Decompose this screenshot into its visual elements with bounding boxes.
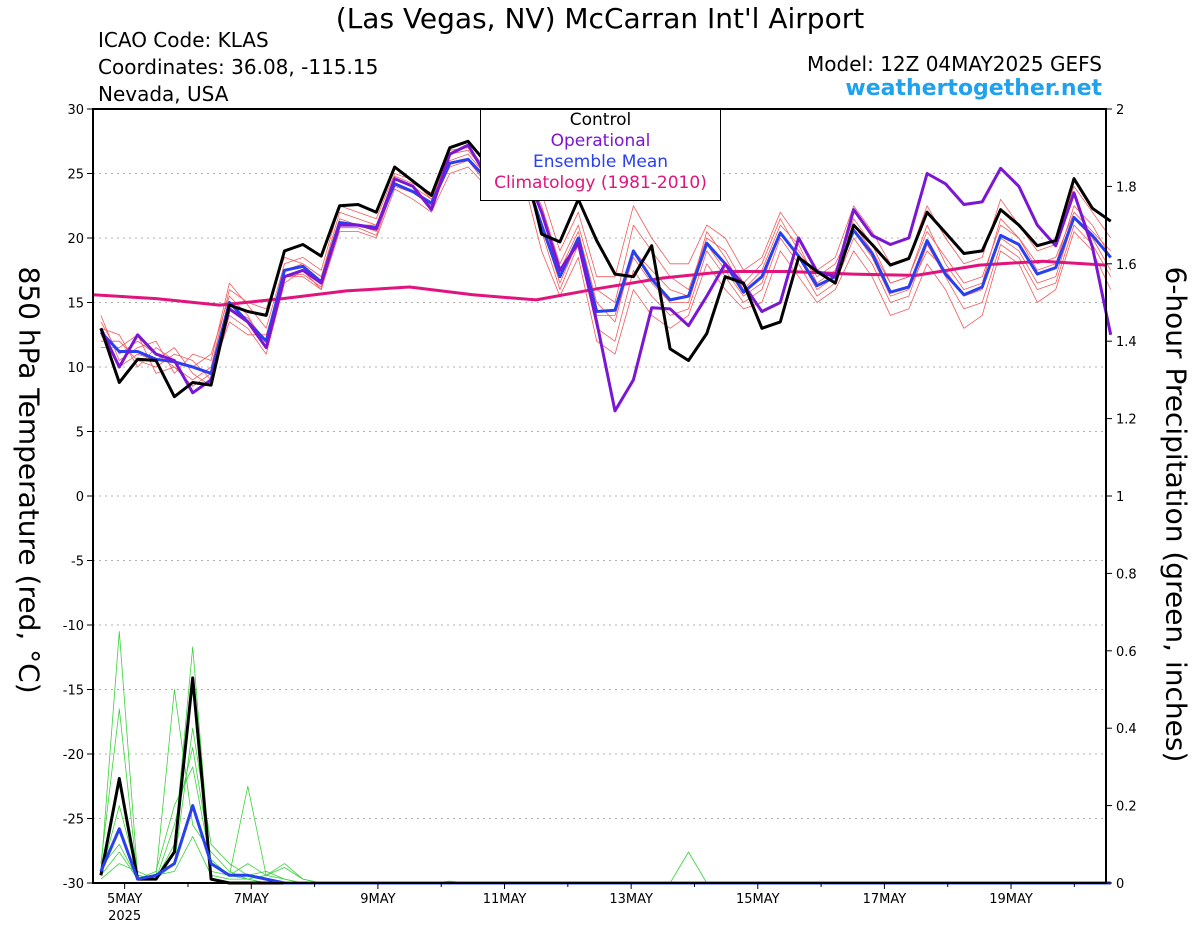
x-tick-label: 13MAY xyxy=(609,892,653,907)
y-left-tick-label: -10 xyxy=(63,619,84,634)
y-left-tick-label: 10 xyxy=(67,361,84,376)
y-axis-right-ticks: 2 1.8 1.6 1.4 1.2 1 0.8 0.6 0.4 0.2 0 xyxy=(1106,103,1137,892)
x-tick-label: 17MAY xyxy=(863,892,907,907)
y-left-tick-label: 20 xyxy=(67,232,84,247)
y-axis-left-ticks: 30 25 20 15 10 5 0 -5 -10 -15 -20 -25 -30 xyxy=(63,103,93,892)
legend-operational: Operational xyxy=(550,131,651,151)
y-right-tick-label: 0.4 xyxy=(1116,722,1137,737)
series-line-1 xyxy=(99,143,1113,413)
series-line-4 xyxy=(99,676,1111,885)
x-year-label: 2025 xyxy=(108,909,141,924)
precip-member-line xyxy=(100,689,1111,884)
y-left-tick-label: 15 xyxy=(67,297,84,312)
temp-member-line xyxy=(100,166,1112,381)
legend-control: Control xyxy=(569,110,632,130)
x-tick-label: 9MAY xyxy=(360,892,395,907)
region: Nevada, USA xyxy=(98,82,229,106)
main-series-lines xyxy=(92,139,1113,885)
x-axis-ticks: 5MAY 7MAY 9MAY 11MAY 13MAY 15MAY 17MAY 19MAY 202… xyxy=(107,883,1075,924)
y-right-tick-label: 0.8 xyxy=(1116,567,1137,582)
y-axis-right-label: 6-hour Precipitation (green, inches) xyxy=(1159,266,1193,763)
y-right-tick-label: 0.2 xyxy=(1116,800,1137,815)
y-left-tick-label: -5 xyxy=(71,555,84,570)
y-left-tick-label: 5 xyxy=(76,426,84,441)
grid-lines xyxy=(93,173,1106,819)
legend-ensemble-mean: Ensemble Mean xyxy=(532,152,669,172)
legend: Control Operational Ensemble Mean Climat… xyxy=(480,109,721,201)
legend-climatology: Climatology (1981-2010) xyxy=(494,173,707,193)
precip-member-line xyxy=(100,727,1111,884)
y-left-tick-label: 30 xyxy=(67,103,84,118)
y-right-tick-label: 0.6 xyxy=(1116,645,1137,660)
series-line-3 xyxy=(92,259,1107,307)
site-link[interactable]: weathertogether.net xyxy=(845,76,1102,101)
y-right-tick-label: 2 xyxy=(1116,103,1124,118)
x-tick-label: 19MAY xyxy=(989,892,1033,907)
coordinates: Coordinates: 36.08, -115.15 xyxy=(98,55,379,79)
y-right-tick-label: 1.4 xyxy=(1116,335,1137,350)
icao-code: ICAO Code: KLAS xyxy=(98,28,269,52)
precip-member-line xyxy=(100,708,1111,884)
precip-member-lines xyxy=(100,631,1111,884)
y-left-tick-label: 0 xyxy=(76,490,84,505)
y-left-tick-label: -15 xyxy=(63,684,84,699)
y-right-tick-label: 0 xyxy=(1116,877,1124,892)
x-tick-label: 11MAY xyxy=(483,892,527,907)
x-tick-label: 5MAY xyxy=(107,892,142,907)
x-tick-label: 15MAY xyxy=(736,892,780,907)
y-left-tick-label: -30 xyxy=(63,877,84,892)
x-tick-label: 7MAY xyxy=(234,892,269,907)
y-left-tick-label: -25 xyxy=(63,813,84,828)
series-line-2 xyxy=(99,157,1112,375)
chart-title: (Las Vegas, NV) McCarran Int'l Airport xyxy=(335,2,865,35)
precip-member-line xyxy=(100,747,1111,884)
y-left-tick-label: -20 xyxy=(63,748,84,763)
series-line-0 xyxy=(99,139,1112,399)
temp-member-line xyxy=(100,149,1112,374)
y-left-tick-label: 25 xyxy=(67,168,84,183)
y-right-tick-label: 1.8 xyxy=(1116,180,1137,195)
series-line-5 xyxy=(99,804,1111,885)
model-run: Model: 12Z 04MAY2025 GEFS xyxy=(807,52,1102,76)
y-right-tick-label: 1 xyxy=(1116,490,1124,505)
y-axis-left-label: 850 hPa Temperature (red, °C) xyxy=(12,266,46,694)
y-right-tick-label: 1.6 xyxy=(1116,258,1137,273)
precip-member-line xyxy=(100,631,1111,884)
y-right-tick-label: 1.2 xyxy=(1116,413,1137,428)
